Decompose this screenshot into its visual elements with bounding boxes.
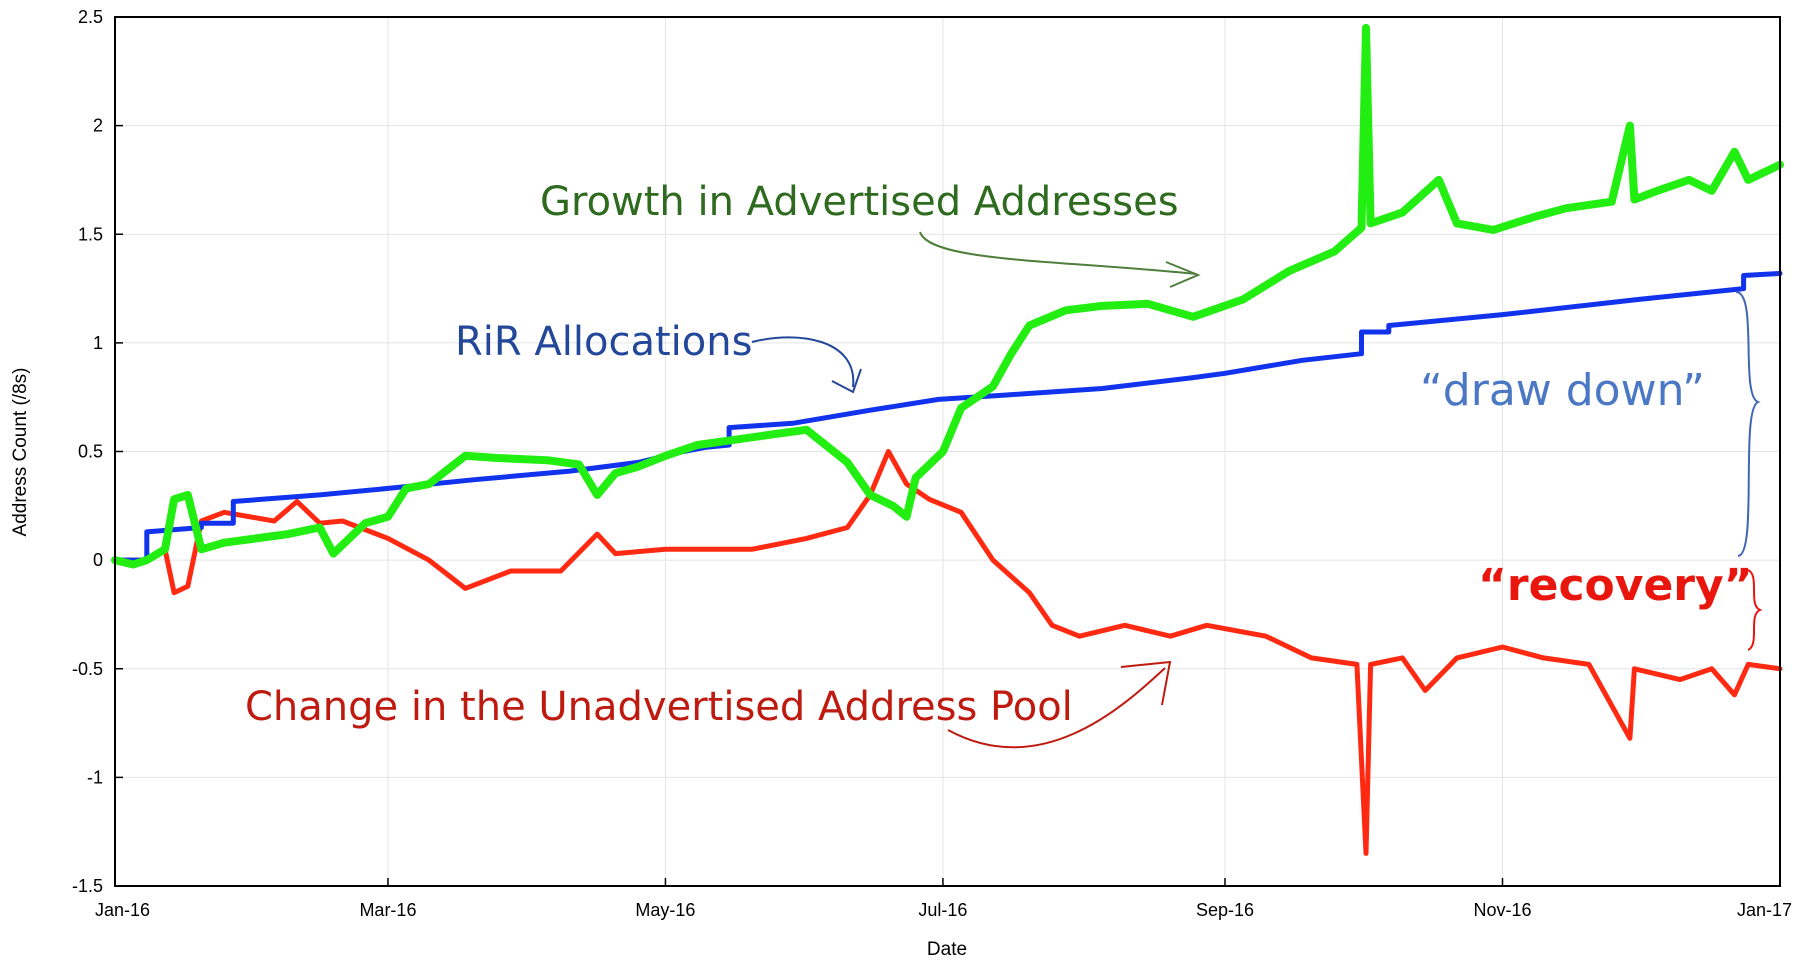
y-tick-label: 2.5 [78, 7, 103, 27]
series-line-advertised-growth [111, 23, 1784, 569]
unadvertised-arrowhead [1120, 660, 1172, 706]
x-tick-label: Jul-16 [918, 900, 967, 920]
y-tick-label: 1 [93, 333, 103, 353]
rir-arrow [751, 336, 855, 388]
y-axis-title: Address Count (/8s) [10, 368, 31, 537]
rir-arrowhead [831, 368, 862, 394]
annotation-recovery: “recovery” [1478, 560, 1753, 611]
x-axis-title: Date [927, 939, 967, 960]
y-tick-label: 0 [93, 550, 103, 570]
growth-arrow [919, 231, 1197, 275]
series-line-rir-allocations [112, 270, 1783, 563]
y-axis: 2.5 2 1.5 1 0.5 0 -0.5 -1 -1.5 [72, 7, 123, 896]
plot-frame [114, 16, 1781, 887]
annotation-unadvertised: Change in the Unadvertised Address Pool [245, 684, 1073, 730]
x-tick-label: Sep-16 [1196, 900, 1254, 920]
x-tick-label: Jan-17 [1737, 900, 1792, 920]
annotation-rir: RiR Allocations [455, 319, 752, 365]
x-tick-label: Nov-16 [1473, 900, 1531, 920]
y-tick-label: -1 [87, 767, 103, 787]
y-tick-label: -1.5 [72, 876, 103, 896]
y-tick-label: 2 [93, 116, 103, 136]
growth-arrowhead [1165, 261, 1201, 288]
series-line-unadvertised-pool [112, 449, 1783, 856]
y-tick-label: -0.5 [72, 659, 103, 679]
draw-down-brace [1735, 291, 1761, 557]
series-layer [111, 23, 1784, 856]
recovery-brace [1747, 569, 1763, 651]
x-tick-label: Jan-16 [95, 900, 150, 920]
y-tick-label: 0.5 [78, 442, 103, 462]
x-axis: Jan-16 Mar-16 May-16 Jul-16 Sep-16 Nov-16 Jan-… [95, 878, 1792, 920]
annotation-growth: Growth in Advertised Addresses [540, 179, 1179, 225]
unadvertised-arrow [947, 667, 1166, 749]
x-tick-label: Mar-16 [359, 900, 416, 920]
y-tick-label: 1.5 [78, 224, 103, 244]
annotation-draw-down: “draw down” [1420, 365, 1705, 416]
grid [114, 16, 1781, 887]
x-tick-label: May-16 [635, 900, 695, 920]
